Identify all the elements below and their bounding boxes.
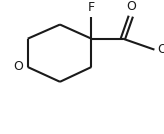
Text: OH: OH	[157, 43, 164, 56]
Text: O: O	[13, 60, 23, 74]
Text: O: O	[126, 0, 136, 13]
Text: F: F	[88, 1, 95, 14]
